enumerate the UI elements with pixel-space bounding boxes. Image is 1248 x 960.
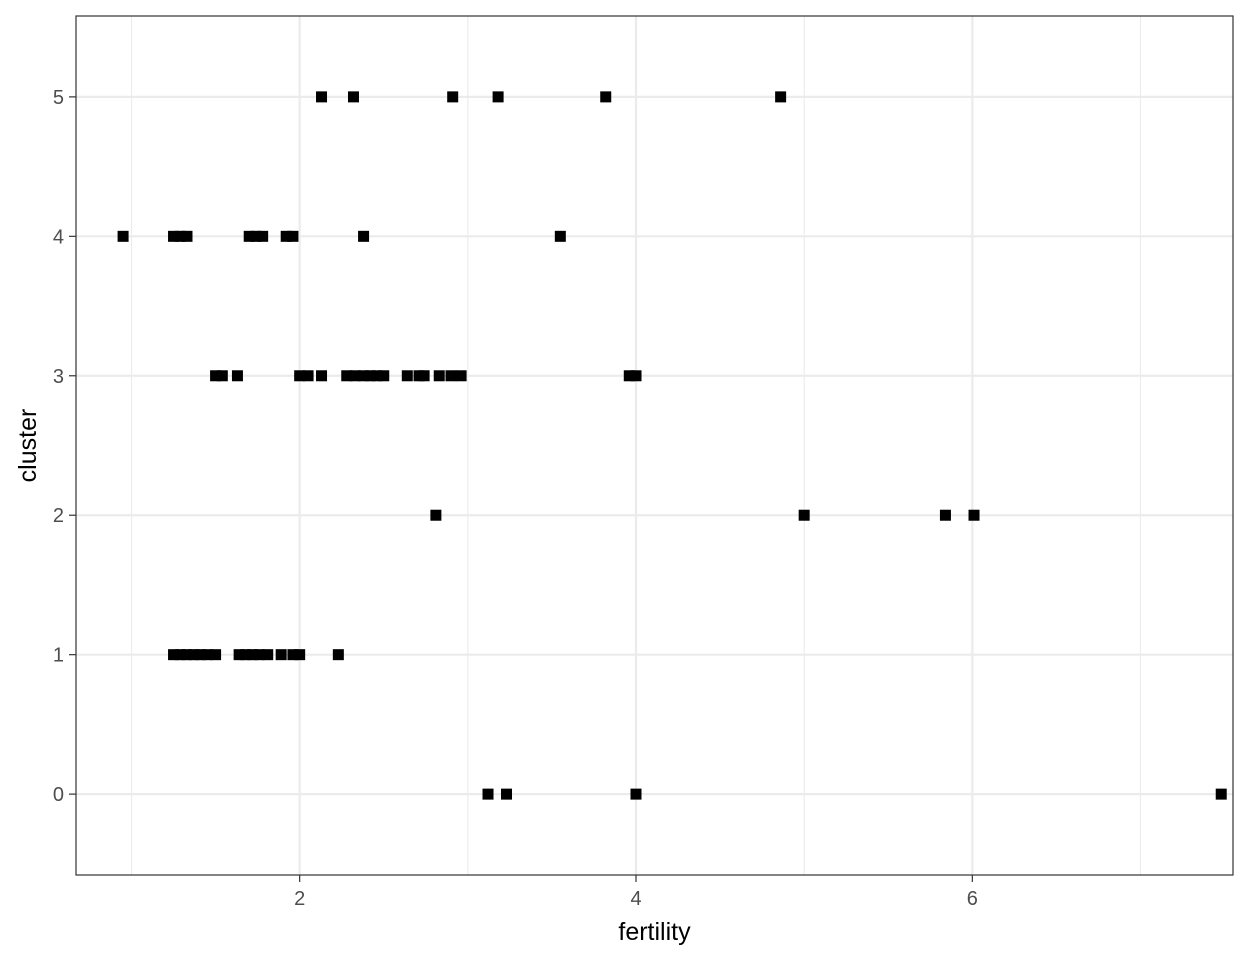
x-tick-label: 6 [967, 888, 978, 910]
data-point [445, 370, 457, 382]
data-point [630, 788, 642, 800]
data-point [358, 370, 370, 382]
data-point [341, 370, 353, 382]
data-point [181, 649, 193, 661]
data-point [316, 370, 328, 382]
y-axis-title: cluster [14, 409, 42, 483]
y-tick-label: 5 [53, 87, 64, 109]
data-point [233, 649, 245, 661]
data-point [117, 230, 129, 242]
data-point [630, 370, 642, 382]
data-point [418, 370, 430, 382]
data-point [371, 370, 383, 382]
data-point [349, 370, 361, 382]
data-point [262, 649, 274, 661]
panel-border [75, 15, 1234, 876]
data-point [287, 230, 299, 242]
x-tick-label: 4 [630, 888, 641, 910]
data-point [250, 230, 262, 242]
data-point [316, 91, 328, 103]
data-point [210, 370, 222, 382]
data-point [433, 370, 445, 382]
x-axis-ticks: 2 4 6 [294, 875, 978, 910]
data-point [294, 649, 306, 661]
y-tick-label: 4 [53, 226, 64, 248]
minor-gridlines [130, 16, 1142, 875]
data-point [492, 91, 504, 103]
data-point [216, 370, 228, 382]
data-point [968, 509, 980, 521]
data-point [287, 649, 299, 661]
major-gridlines [76, 16, 1233, 875]
data-point [257, 230, 269, 242]
data-point [554, 230, 566, 242]
data-point [181, 230, 193, 242]
y-axis-ticks: 0 1 2 3 4 5 [53, 87, 76, 806]
data-point [623, 370, 635, 382]
y-tick-label: 0 [53, 784, 64, 806]
data-point [243, 230, 255, 242]
data-point [294, 370, 306, 382]
data-point [775, 91, 787, 103]
data-point [447, 91, 459, 103]
data-point [174, 230, 186, 242]
data-point [482, 788, 494, 800]
data-point [332, 649, 344, 661]
data-point [939, 509, 951, 521]
data-point [210, 649, 222, 661]
data-point [275, 649, 287, 661]
y-tick-label: 3 [53, 366, 64, 388]
data-point [347, 91, 359, 103]
x-tick-label: 2 [294, 888, 305, 910]
data-point [247, 649, 259, 661]
data-point [378, 370, 390, 382]
data-point [168, 649, 180, 661]
data-point [231, 370, 243, 382]
data-point [358, 230, 370, 242]
data-point [280, 230, 292, 242]
data-point [240, 649, 252, 661]
data-point [501, 788, 513, 800]
y-tick-label: 2 [53, 505, 64, 527]
data-point [201, 649, 213, 661]
data-point [174, 649, 186, 661]
data-point [253, 649, 265, 661]
data-point [168, 230, 180, 242]
data-point [194, 649, 206, 661]
data-point [430, 509, 442, 521]
data-point [798, 509, 810, 521]
data-point [1215, 788, 1227, 800]
data-point [401, 370, 413, 382]
data-point [188, 649, 200, 661]
data-point [600, 91, 612, 103]
data-point [302, 370, 314, 382]
x-axis-title: fertility [618, 918, 691, 946]
data-point [364, 370, 376, 382]
data-point [455, 370, 467, 382]
data-points [117, 91, 1227, 800]
y-tick-label: 1 [53, 645, 64, 667]
